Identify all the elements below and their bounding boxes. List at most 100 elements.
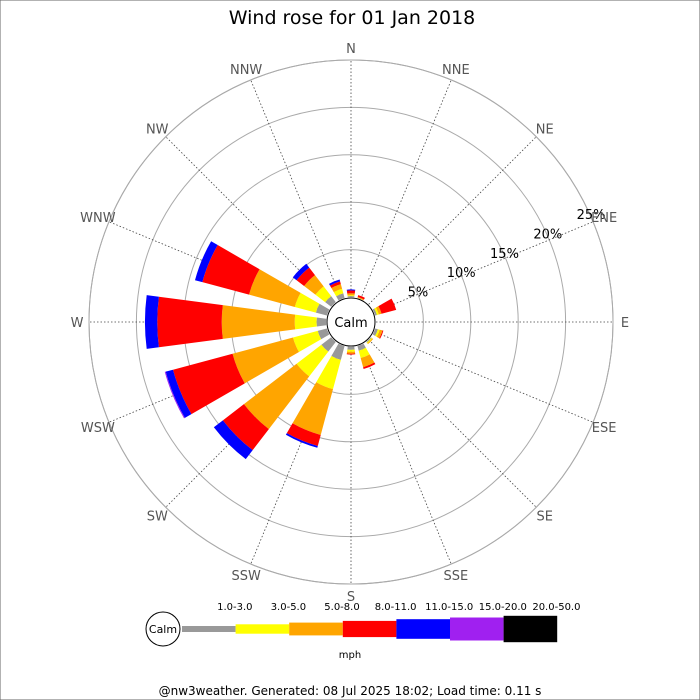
grid-ring-outer: [88, 59, 614, 585]
legend-swatch-1: [182, 626, 236, 632]
bar-wnw-bin-3: [249, 269, 301, 307]
bar-s-bin-4: [346, 353, 356, 355]
footer-text: @nw3weather. Generated: 08 Jul 2025 18:0…: [159, 684, 542, 698]
direction-label-ne: NE: [536, 122, 554, 137]
legend-label-1: 1.0-3.0: [217, 602, 252, 613]
bar-n-bin-2: [347, 295, 355, 297]
direction-label-sse: SSE: [443, 569, 468, 584]
bar-se-bin-1: [366, 337, 372, 343]
legend-swatch-6: [450, 617, 504, 641]
ring-label-2: 10%: [447, 266, 476, 281]
legend-label-6: 15.0-20.0: [479, 602, 527, 613]
bar-nne-bin-4: [357, 295, 365, 300]
legend-bins: 1.0-3.0 3.0-5.0 5.0-8.0 8.0-11.0 11.0-15.0 15…: [182, 602, 580, 643]
bar-se-bin-2: [366, 337, 373, 344]
bar-w-bin-4: [157, 296, 223, 348]
bar-ese-bin-1: [372, 328, 378, 336]
legend-unit-label: mph: [339, 650, 361, 661]
bar-nw-bin-5: [292, 263, 310, 281]
bar-ene-bin-3: [375, 306, 382, 315]
bar-w-bin-3: [221, 305, 296, 339]
bar-ssw-bin-5: [285, 433, 318, 448]
legend-label-7: 20.0-50.0: [532, 602, 580, 613]
bar-ssw-bin-4: [286, 423, 321, 446]
bar-w-bin-1: [316, 317, 327, 327]
chart-title: Wind rose for 01 Jan 2018: [229, 7, 476, 29]
bar-ssw-bin-2: [316, 355, 341, 390]
spoke-nne: [360, 79, 452, 300]
bar-s-bin-1: [347, 346, 355, 350]
calm-center: Calm: [326, 297, 376, 347]
bar-wsw-bin-6: [164, 371, 185, 419]
bar-sw-bin-2: [296, 344, 329, 377]
wind-bars: [144, 241, 397, 460]
bar-sse-bin-1: [357, 343, 366, 351]
bar-ssw-bin-3: [292, 382, 333, 435]
bar-s-bin-3: [346, 351, 356, 354]
bar-sw-bin-5: [213, 420, 253, 460]
legend-calm-label: Calm: [149, 623, 177, 636]
bar-wsw-bin-4: [173, 353, 245, 415]
bar-w-bin-2: [294, 314, 317, 330]
bar-nnw-bin-4: [329, 281, 341, 289]
bar-se-bin-3: [367, 338, 374, 345]
ring-label-4: 20%: [533, 227, 562, 242]
legend-swatch-3: [289, 622, 343, 636]
bar-n-bin-3: [347, 293, 355, 296]
bar-n-bin-1: [347, 296, 355, 298]
direction-label-s: S: [347, 590, 355, 605]
legend-label-2: 3.0-5.0: [271, 602, 306, 613]
bar-sse-bin-3: [360, 354, 375, 368]
bar-wsw-bin-2: [292, 330, 322, 353]
bar-ese-bin-3: [376, 329, 383, 339]
legend-label-3: 5.0-8.0: [324, 602, 359, 613]
calm-circle: [326, 297, 376, 347]
legend-label-5: 11.0-15.0: [425, 602, 473, 613]
direction-label-wnw: WNW: [80, 211, 116, 226]
bar-n-bin-5: [346, 289, 356, 291]
bar-sse-bin-4: [363, 362, 376, 370]
bar-nw-bin-1: [325, 296, 336, 307]
bar-w-bin-5: [144, 295, 159, 349]
bar-nw-bin-4: [296, 267, 316, 287]
direction-label-n: N: [346, 42, 356, 57]
bar-nne-bin-3: [357, 296, 364, 301]
spoke-ene: [373, 221, 594, 313]
ring-labels: 5% 10% 15% 20% 25%: [408, 208, 606, 300]
bar-nw-bin-3: [304, 275, 324, 295]
spoke-ne: [368, 136, 537, 305]
bar-n-bin-4: [346, 290, 356, 294]
spoke-se: [368, 339, 537, 508]
ring-label-3: 15%: [490, 247, 519, 262]
ring-label-5: 25%: [577, 208, 606, 223]
bar-wnw-bin-1: [315, 303, 330, 316]
bar-nnw-bin-5: [329, 279, 341, 286]
legend-label-4: 8.0-11.0: [375, 602, 417, 613]
legend: Calm 1.0-3.0 3.0-5.0 5.0-8.0 8.0-11.0 11.0-1…: [145, 602, 580, 661]
direction-label-ssw: SSW: [231, 569, 261, 584]
bar-wnw-bin-2: [294, 292, 320, 313]
bar-wnw-bin-4: [202, 245, 260, 295]
direction-label-se: SE: [537, 510, 553, 525]
ring-label-1: 5%: [408, 285, 429, 300]
direction-labels: N NNE NE ENE E ESE SE SSE S SSW SW WSW W WNW NW NNW: [71, 42, 630, 605]
bar-ene-bin-1: [372, 308, 377, 316]
bar-ese-bin-2: [375, 329, 380, 337]
bar-wsw-bin-3: [232, 337, 299, 384]
direction-label-sw: SW: [147, 510, 168, 525]
legend-swatch-4: [342, 620, 397, 638]
bar-ene-bin-4: [378, 298, 397, 314]
bar-ene-bin-2: [374, 307, 379, 316]
direction-label-e: E: [621, 316, 629, 331]
direction-label-nne: NNE: [442, 63, 470, 78]
legend-swatch-2: [235, 624, 290, 634]
bar-s-bin-2: [347, 349, 355, 352]
bar-nnw-bin-2: [333, 288, 344, 297]
legend-swatch-7: [503, 615, 558, 643]
direction-label-ese: ESE: [592, 421, 617, 436]
direction-label-w: W: [71, 316, 84, 331]
spoke-nnw: [250, 79, 342, 300]
spoke-ese: [373, 331, 594, 423]
spoke-sse: [360, 344, 452, 565]
